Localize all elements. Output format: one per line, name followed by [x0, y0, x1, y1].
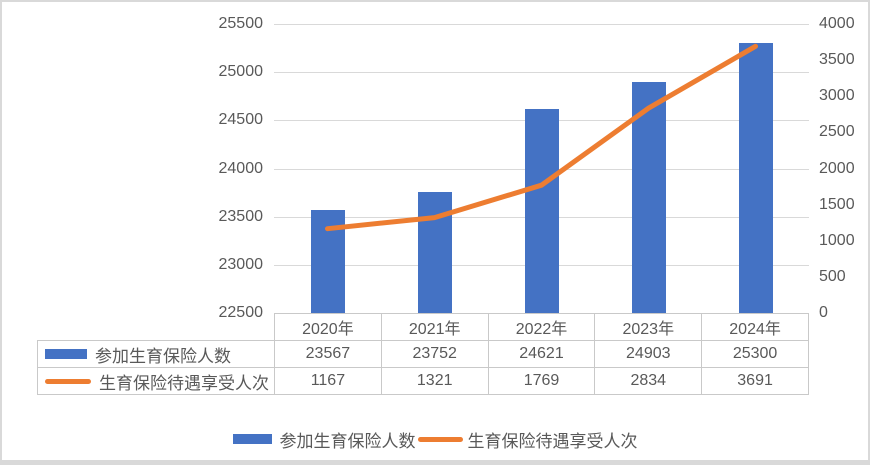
chart-legend: 参加生育保险人数 生育保险待遇享受人次	[2, 424, 868, 454]
right-axis-tick-label: 3500	[819, 51, 855, 68]
table-category-cell: 2023年	[594, 314, 701, 340]
left-axis-tick-label: 24000	[218, 160, 264, 177]
gridline	[274, 72, 809, 73]
bar-2024年	[739, 43, 773, 313]
bar-2020年	[311, 210, 345, 313]
left-axis-tick-label: 23000	[218, 256, 264, 273]
gridline	[274, 24, 809, 25]
bar-series-legend-key-icon	[45, 349, 87, 359]
line-series-legend-key-icon	[45, 378, 91, 384]
table-value-cell: 3691	[701, 368, 808, 394]
table-category-cell: 2022年	[487, 314, 595, 340]
right-axis-tick-label: 1000	[819, 232, 855, 249]
table-category-cell: 2021年	[380, 314, 488, 340]
bar-2021年	[418, 192, 452, 313]
line-series-name: 生育保险待遇享受人次	[99, 373, 269, 393]
right-axis-tick-label: 500	[819, 268, 846, 285]
table-category-cell: 2024年	[701, 314, 808, 340]
legend-label-line-series: 生育保险待遇享受人次	[467, 431, 638, 451]
table-value-cell: 25300	[701, 341, 808, 367]
bar-series-name: 参加生育保险人数	[95, 346, 231, 366]
table-value-cell: 24621	[487, 341, 595, 367]
right-axis-tick-label: 3000	[819, 87, 855, 104]
right-axis-tick-label: 4000	[819, 15, 855, 32]
line-series-legend-key-icon	[417, 436, 463, 442]
left-axis-tick-label: 24500	[218, 111, 264, 128]
right-axis-tick-label: 0	[819, 304, 828, 321]
bar-series-legend-key-icon	[232, 434, 272, 444]
data-table-row-bar-series: 参加生育保险人数 23567 23752 24621 24903 25300	[37, 340, 809, 368]
left-axis-tick-label: 25000	[218, 63, 264, 80]
table-value-cell: 24903	[594, 341, 701, 367]
left-axis-tick-label: 22500	[218, 304, 264, 321]
legend-label-bar-series: 参加生育保险人数	[279, 431, 416, 451]
table-value-cell: 23752	[380, 341, 488, 367]
left-axis-tick-label: 23500	[218, 208, 264, 225]
bar-2023年	[632, 82, 666, 313]
table-value-cell: 1321	[380, 368, 488, 394]
table-value-cell: 1769	[487, 368, 595, 394]
data-table-category-row: 2020年 2021年 2022年 2023年 2024年	[274, 313, 809, 341]
bar-2022年	[525, 109, 559, 313]
data-table-row-line-series: 生育保险待遇享受人次 1167 1321 1769 2834 3691	[37, 367, 809, 395]
table-value-cell: 2834	[594, 368, 701, 394]
data-table-row-header: 参加生育保险人数	[38, 341, 274, 367]
right-axis-tick-label: 1500	[819, 196, 855, 213]
data-table-row-header: 生育保险待遇享受人次	[38, 368, 274, 394]
table-category-cell: 2020年	[302, 321, 354, 338]
left-axis-tick-label: 25500	[218, 15, 264, 32]
table-value-cell: 23567	[274, 341, 381, 367]
right-axis-tick-label: 2500	[819, 123, 855, 140]
table-value-cell: 1167	[274, 368, 381, 394]
right-axis-tick-label: 2000	[819, 160, 855, 177]
